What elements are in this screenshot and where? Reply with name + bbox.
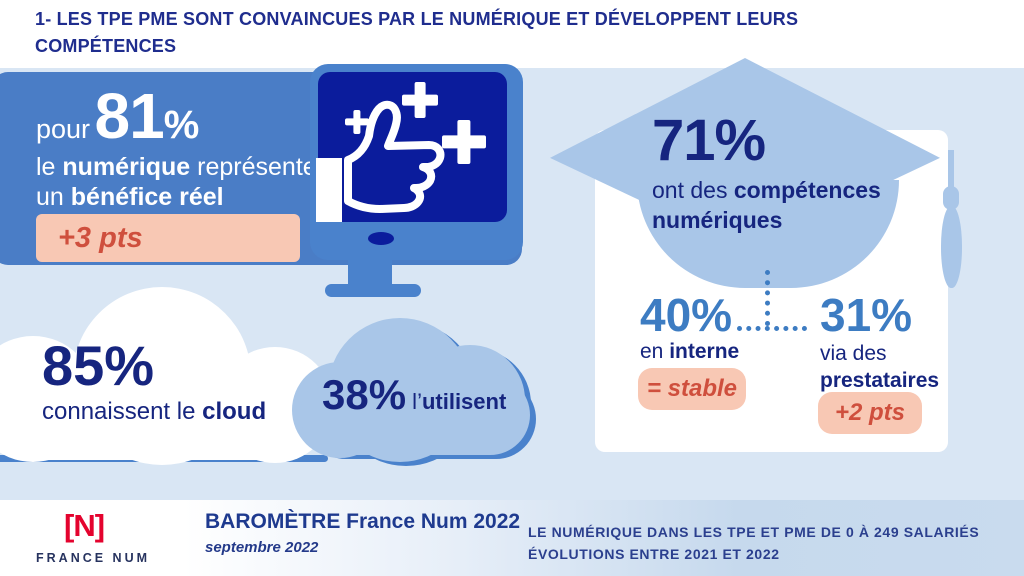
- france-num-logo-text: FRANCE NUM: [36, 551, 151, 565]
- cloud-use-stat: 38% l’utilisent: [322, 374, 506, 416]
- skills-label: ont des compétences numériques: [652, 177, 881, 233]
- footer: [0, 500, 1024, 576]
- france-num-logo-icon: [N]: [64, 508, 105, 543]
- monitor-base: [325, 284, 421, 297]
- cloud-known-label: connaissent le cloud: [42, 398, 267, 425]
- footer-title: BAROMÈTRE France Num 2022: [205, 510, 521, 533]
- external-evolution-badge: +2 pts: [818, 392, 922, 434]
- plus-icon: [402, 82, 438, 118]
- cloud-known-value: 85%: [42, 334, 155, 397]
- cloud-use-label: l’utilisent: [406, 389, 507, 414]
- external-label: via des prestataires: [820, 342, 940, 393]
- tassel-drop: [941, 206, 962, 288]
- tassel-knot: [943, 186, 959, 210]
- monitor-camera-dot: [368, 232, 394, 245]
- cloud-use-value: 38%: [322, 371, 407, 418]
- plus-icon: [345, 110, 369, 134]
- tassel-icon: [948, 150, 954, 212]
- benefit-label-line2: un bénéfice réel: [36, 183, 224, 211]
- monitor-stand: [348, 258, 392, 288]
- benefit-prefix: pour: [36, 114, 91, 144]
- benefit-stat-value: 81: [94, 80, 165, 152]
- internal-label: en interne: [640, 340, 740, 363]
- footer-description: LE NUMÉRIQUE DANS LES TPE ET PME DE 0 À …: [528, 521, 1008, 566]
- benefit-evolution-badge: +3 pts: [36, 214, 300, 262]
- benefit-stat-unit: %: [163, 103, 200, 147]
- dotted-connector-vertical: [765, 270, 770, 326]
- footer-description-line2: ÉVOLUTIONS ENTRE 2021 ET 2022: [528, 546, 780, 563]
- internal-evolution-badge: = stable: [638, 368, 746, 410]
- dotted-connector-horizontal: [737, 326, 807, 331]
- page-title: 1- LES TPE PME SONT CONVAINCUES PAR LE N…: [35, 9, 799, 56]
- skills-stat-value: 71%: [652, 108, 766, 173]
- benefit-label-line1: le numérique représente: [36, 153, 317, 181]
- internal-stat-value: 40%: [640, 289, 733, 341]
- benefit-stat: pour 81%: [36, 84, 199, 148]
- thumbs-up-icon: [344, 100, 445, 213]
- footer-description-line1: LE NUMÉRIQUE DANS LES TPE ET PME DE 0 À …: [528, 524, 980, 540]
- plus-icon: [442, 120, 486, 164]
- thumbs-up-cuff: [316, 158, 342, 222]
- footer-subtitle: septembre 2022: [205, 539, 319, 556]
- external-stat-value: 31%: [820, 289, 913, 341]
